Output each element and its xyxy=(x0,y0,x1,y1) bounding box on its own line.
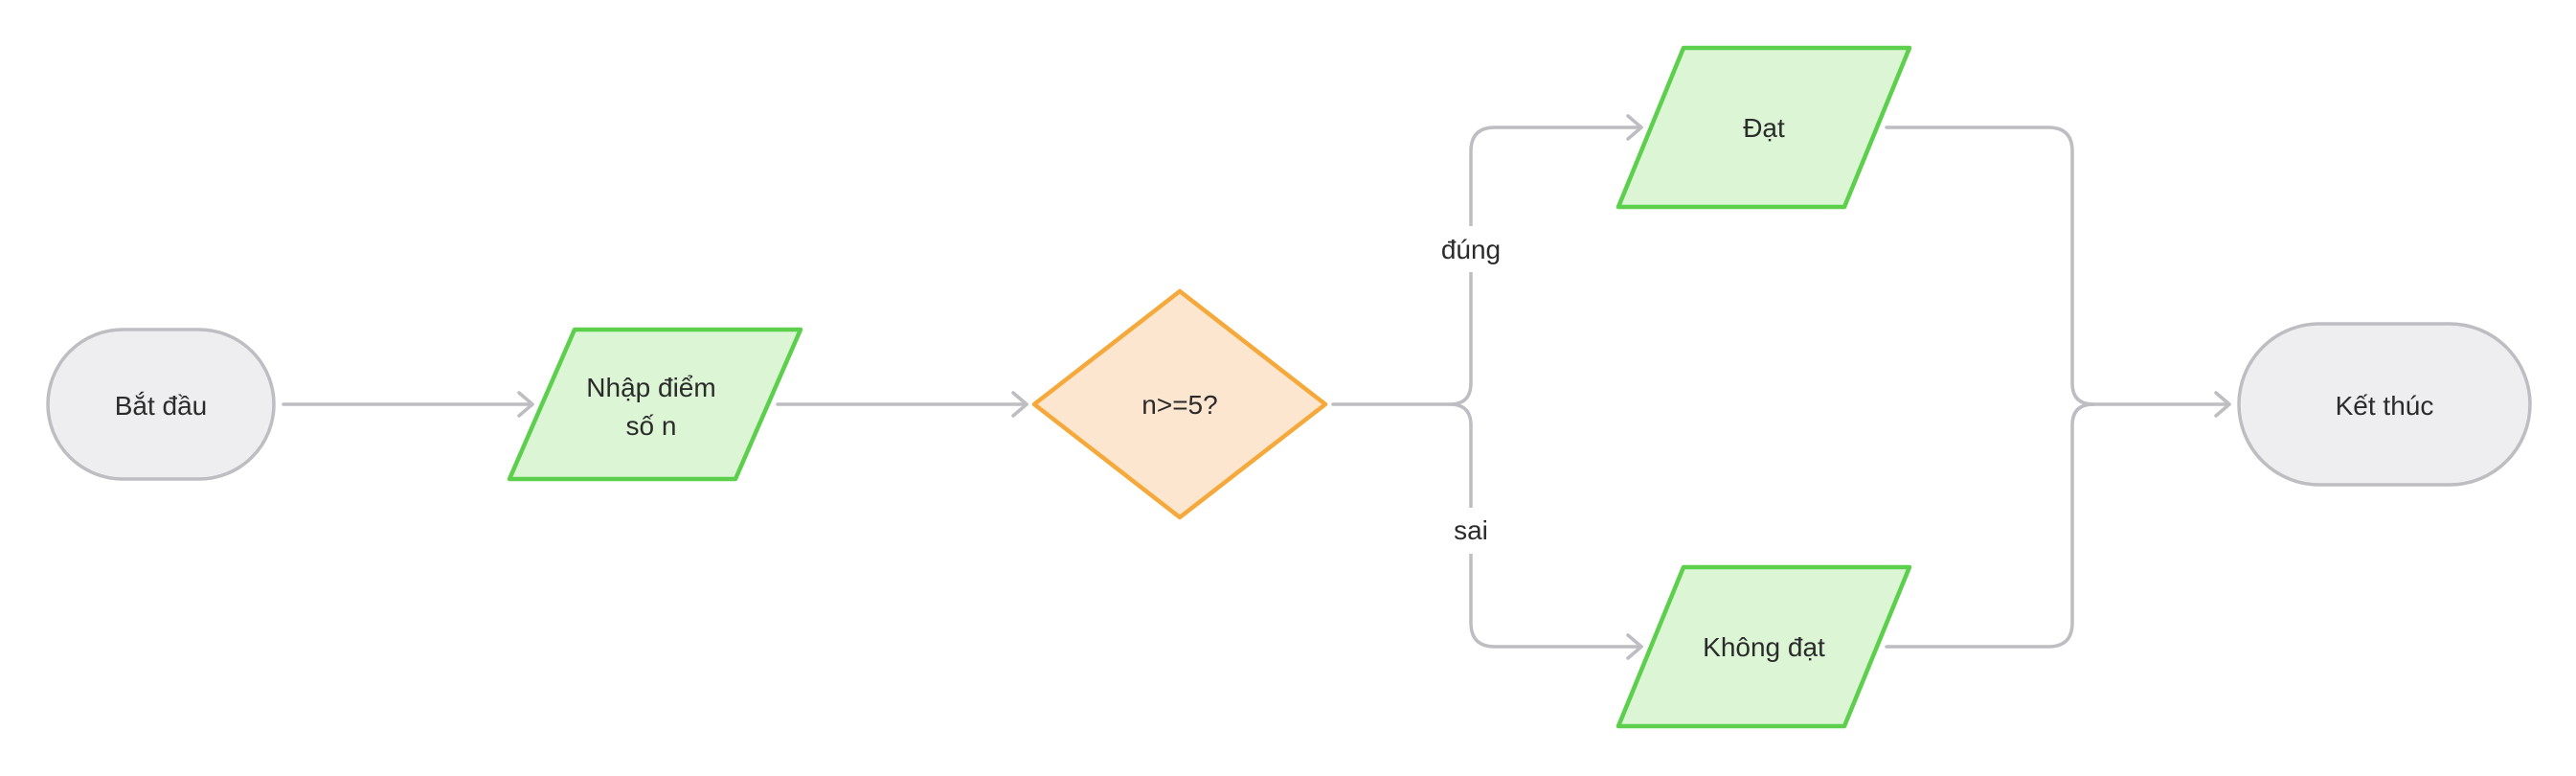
edge-true-branch xyxy=(1469,126,1643,385)
true-label-bg xyxy=(1433,226,1509,272)
node-start[interactable]: Bắt đầu xyxy=(46,328,276,481)
arrowhead-decision xyxy=(1011,391,1028,418)
pass-label: Đạt xyxy=(1743,113,1785,143)
decision-diamond-shape xyxy=(1031,288,1328,520)
node-input[interactable]: Nhập điểm số n xyxy=(507,327,803,482)
start-terminal-shape xyxy=(46,328,276,481)
start-label: Bắt đầu xyxy=(115,391,208,421)
edge-decision-out-lower xyxy=(1448,402,1473,427)
decision-label: n>=5? xyxy=(1141,390,1217,420)
edge-fail-to-merge xyxy=(1885,402,2095,649)
edge-decision-out xyxy=(1331,381,1473,406)
input-label-line2: số n xyxy=(626,411,677,441)
end-terminal-shape xyxy=(2237,322,2532,487)
arrowhead-fail xyxy=(1626,633,1643,660)
true-branch-label: đúng xyxy=(1441,235,1501,264)
node-pass[interactable]: Đạt xyxy=(1616,45,1912,210)
edge-false-branch xyxy=(1469,423,1643,649)
input-label-line1: Nhập điểm xyxy=(586,373,715,402)
edge-labels: đúng sai xyxy=(1433,226,1509,554)
edge-pass-to-merge xyxy=(1885,126,2095,406)
edges xyxy=(282,114,2231,660)
arrowhead-end xyxy=(2214,391,2231,418)
false-branch-label: sai xyxy=(1454,515,1488,545)
node-decision[interactable]: n>=5? xyxy=(1031,288,1328,520)
arrowhead-input xyxy=(517,391,534,418)
false-label-bg xyxy=(1444,508,1498,554)
arrowhead-pass xyxy=(1626,114,1643,141)
end-label: Kết thúc xyxy=(2336,391,2434,421)
pass-parallelogram-shape xyxy=(1616,45,1912,210)
node-fail[interactable]: Không đạt xyxy=(1616,564,1912,729)
node-end[interactable]: Kết thúc xyxy=(2237,322,2532,487)
input-parallelogram-shape xyxy=(507,327,803,482)
fail-label: Không đạt xyxy=(1703,632,1825,662)
fail-parallelogram-shape xyxy=(1616,564,1912,729)
